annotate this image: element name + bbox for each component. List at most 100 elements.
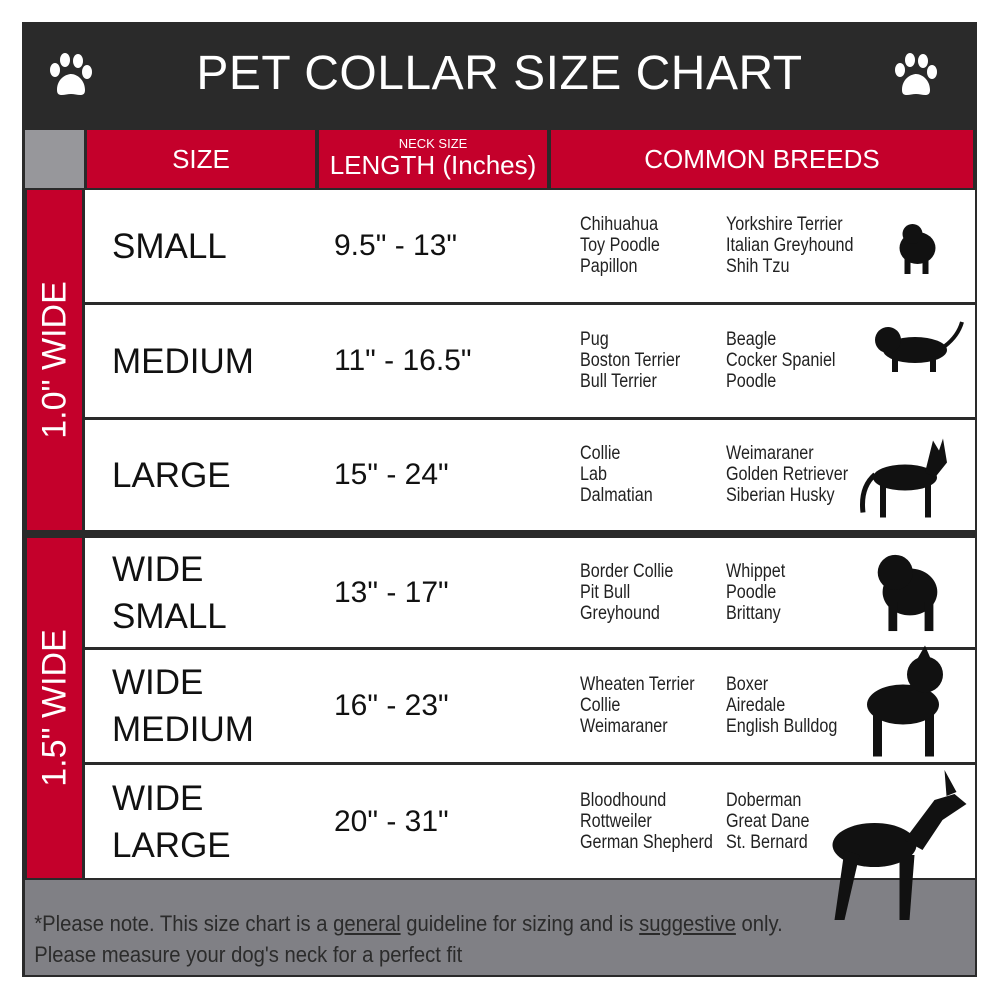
- length-cell: 15" - 24": [318, 420, 563, 530]
- breed-list: Boxer Airedale English Bulldog: [726, 674, 837, 737]
- small-dog-silhouette-icon: [899, 224, 936, 274]
- title-bar: PET COLLAR SIZE CHART: [22, 22, 977, 128]
- breed-name: Yorkshire Terrier: [726, 214, 843, 235]
- footer-line-1: *Please note. This size chart is a gener…: [25, 880, 899, 939]
- breed-list: Doberman Great Dane St. Bernard: [726, 790, 809, 853]
- size-label: SMALL: [112, 226, 227, 266]
- breed-list: Weimaraner Golden Retriever Siberian Husky: [726, 443, 848, 506]
- breed-name: Weimaraner: [726, 443, 814, 464]
- corner-cell: [25, 130, 84, 188]
- size-label-line: WIDE: [112, 663, 204, 702]
- footer-line-2: Please measure your dog's neck for a per…: [34, 942, 463, 967]
- size-label-line: LARGE: [112, 825, 231, 865]
- breed-list: Yorkshire Terrier Italian Greyhound Shih T…: [726, 214, 854, 277]
- breed-name: Toy Poodle: [580, 235, 660, 256]
- page-title: PET COLLAR SIZE CHART: [196, 47, 803, 100]
- breed-name: Pug: [580, 329, 609, 350]
- breed-list: Wheaten Terrier Collie Weimaraner: [580, 674, 695, 737]
- breed-name: Brittany: [726, 602, 781, 624]
- breed-name: Boston Terrier: [580, 350, 681, 371]
- length-cell: 16" - 23": [318, 650, 563, 762]
- size-label: MEDIUM: [112, 341, 254, 381]
- header-breeds: COMMON BREEDS: [551, 130, 973, 188]
- breed-list: Collie Lab Dalmatian: [580, 443, 653, 506]
- doberman-silhouette-icon: [832, 770, 967, 920]
- size-label: LARGE: [112, 455, 231, 495]
- breed-name: Beagle: [726, 329, 777, 350]
- breeds-cell: Bloodhound Rottweiler German Shepherd Dober…: [550, 765, 975, 878]
- breed-name: Whippet: [726, 560, 786, 582]
- size-label-line: MEDIUM: [112, 710, 254, 749]
- header-length-label: LENGTH (Inches): [329, 150, 537, 180]
- breed-name: Golden Retriever: [726, 464, 849, 485]
- note-emphasis: suggestive: [639, 911, 736, 936]
- breed-name: Lab: [580, 464, 607, 485]
- size-cell: MEDIUM: [85, 305, 342, 417]
- breed-name: English Bulldog: [726, 716, 838, 737]
- size-label-line: WIDE: [112, 549, 204, 589]
- breed-list: Pug Boston Terrier Bull Terrier: [580, 329, 680, 392]
- breed-name: Italian Greyhound: [726, 235, 854, 256]
- paw-print-icon: [895, 53, 937, 95]
- header-length-sub: NECK SIZE: [398, 136, 468, 151]
- size-cell: WIDE MEDIUM: [85, 650, 342, 762]
- breed-name: Collie: [580, 443, 621, 464]
- breed-name: Wheaten Terrier: [580, 674, 695, 695]
- header-length: NECK SIZE LENGTH (Inches): [319, 130, 547, 188]
- breed-name: Papillon: [580, 256, 638, 277]
- length-cell: 9.5" - 13": [318, 190, 563, 302]
- note-text: only.: [735, 911, 783, 936]
- size-label: WIDE LARGE: [112, 775, 231, 869]
- breed-list: Border Collie Pit Bull Greyhound: [580, 561, 673, 624]
- breed-name: German Shepherd: [580, 831, 713, 853]
- size-label: WIDE MEDIUM: [112, 659, 254, 753]
- medium-dog-silhouette-icon: [875, 321, 964, 372]
- breed-name: Cocker Spaniel: [726, 350, 836, 371]
- breed-list: Beagle Cocker Spaniel Poodle: [726, 329, 836, 392]
- breeds-cell: Pug Boston Terrier Bull Terrier Beagle Cocke…: [550, 305, 975, 417]
- breed-name: Rottweiler: [580, 810, 652, 832]
- group-label: 1.5" WIDE: [35, 629, 73, 787]
- header-size-label: SIZE: [172, 143, 230, 174]
- size-label-line: WIDE: [112, 778, 204, 818]
- length-cell: 11" - 16.5": [318, 305, 563, 417]
- header-size: SIZE: [87, 130, 315, 188]
- length-cell: 20" - 31": [318, 765, 563, 878]
- breed-name: Poodle: [726, 581, 777, 603]
- note-emphasis: general: [333, 911, 401, 936]
- breed-name: Weimaraner: [580, 716, 668, 737]
- breed-name: Poodle: [726, 371, 777, 392]
- size-cell: WIDE SMALL: [85, 538, 342, 647]
- breed-name: Bloodhound: [580, 789, 667, 811]
- size-cell: SMALL: [85, 190, 342, 302]
- pitbull-silhouette-icon: [867, 645, 943, 757]
- breed-name: Great Dane: [726, 810, 810, 832]
- size-cell: WIDE LARGE: [85, 765, 342, 878]
- breed-name: Bull Terrier: [580, 371, 657, 392]
- breeds-cell: Collie Lab Dalmatian Weimaraner Golden Retri…: [550, 420, 975, 530]
- breed-name: Border Collie: [580, 560, 674, 582]
- group-band-1-5in: 1.5" WIDE: [27, 538, 82, 878]
- length-value: 16" - 23": [334, 689, 449, 722]
- length-value: 15" - 24": [334, 458, 449, 491]
- breed-name: Greyhound: [580, 602, 660, 624]
- length-value: 13" - 17": [334, 575, 449, 609]
- breed-list: Whippet Poodle Brittany: [726, 561, 785, 624]
- breed-name: Shih Tzu: [726, 256, 790, 277]
- length-value: 11" - 16.5": [334, 344, 472, 377]
- length-value: 9.5" - 13": [334, 229, 458, 262]
- note-text: guideline for sizing and is: [400, 911, 640, 936]
- paw-print-icon: [50, 53, 92, 95]
- header-breeds-label: COMMON BREEDS: [644, 143, 880, 174]
- breed-name: Siberian Husky: [726, 485, 835, 506]
- breed-name: Collie: [580, 695, 621, 716]
- breed-name: Airedale: [726, 695, 786, 716]
- group-band-1in: 1.0" WIDE: [27, 190, 82, 530]
- group-label: 1.0" WIDE: [35, 281, 73, 439]
- breed-name: Dalmatian: [580, 485, 653, 506]
- breed-name: Doberman: [726, 789, 802, 811]
- breed-name: Pit Bull: [580, 581, 631, 603]
- length-value: 20" - 31": [334, 804, 449, 838]
- large-dog-silhouette-icon: [860, 438, 947, 518]
- breed-list: Bloodhound Rottweiler German Shepherd: [580, 790, 713, 853]
